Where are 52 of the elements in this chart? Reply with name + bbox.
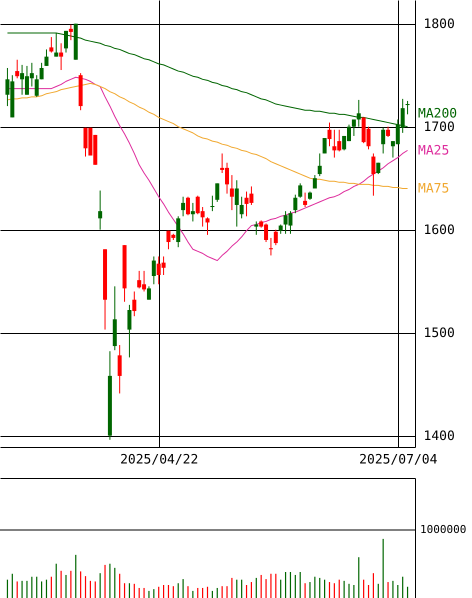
candlestick — [376, 162, 380, 175]
candlestick — [176, 216, 180, 248]
candlestick — [298, 182, 302, 198]
candlestick — [371, 152, 376, 196]
candlestick — [303, 192, 308, 208]
candlestick — [352, 118, 356, 136]
candlestick — [293, 194, 298, 214]
candlestick — [127, 304, 132, 358]
candlestick — [146, 286, 151, 300]
candlestick — [206, 216, 210, 236]
candlestick — [34, 74, 39, 98]
candlestick — [44, 48, 48, 66]
candlestick — [98, 190, 102, 230]
candlestick — [40, 62, 44, 80]
y-tick-label: 1800 — [424, 17, 455, 32]
candlestick — [254, 220, 258, 236]
candlestick — [274, 229, 278, 246]
candlestick — [15, 59, 20, 79]
candlestick — [181, 196, 186, 217]
candlestick — [386, 126, 390, 138]
x-tick-label: 2025/07/04 — [359, 452, 438, 468]
candlestick — [118, 344, 122, 394]
candlestick — [59, 42, 64, 71]
candlestick — [381, 127, 386, 154]
candlestick — [268, 237, 273, 256]
line-series — [6, 76, 408, 262]
candlestick — [190, 202, 195, 222]
series-label: MA75 — [418, 181, 450, 196]
y-tick-label: 1700 — [424, 120, 455, 136]
candlestick — [49, 36, 54, 54]
y-tick-label: 1600 — [424, 223, 455, 238]
candlestick — [132, 290, 136, 317]
series-label: MA200 — [418, 106, 458, 122]
candlestick — [406, 100, 410, 115]
candlestick — [318, 152, 322, 177]
candlestick — [278, 224, 283, 234]
x-tick-label: 2025/04/22 — [120, 452, 198, 468]
series-label: MA25 — [418, 143, 450, 158]
candlestick — [322, 138, 327, 154]
candlestick — [240, 196, 244, 219]
candlestick — [327, 122, 332, 147]
candlestick — [230, 174, 234, 211]
candlestick — [186, 196, 190, 216]
candlestick — [312, 174, 317, 189]
candlestick — [68, 24, 73, 41]
candlestick — [210, 195, 214, 212]
y-tick-label: 1500 — [424, 326, 455, 342]
text: 1000000 — [420, 523, 466, 536]
candlestick — [215, 182, 220, 202]
y-tick-label: 1400 — [424, 429, 455, 444]
candlestick — [152, 256, 156, 285]
candlestick — [234, 180, 239, 228]
